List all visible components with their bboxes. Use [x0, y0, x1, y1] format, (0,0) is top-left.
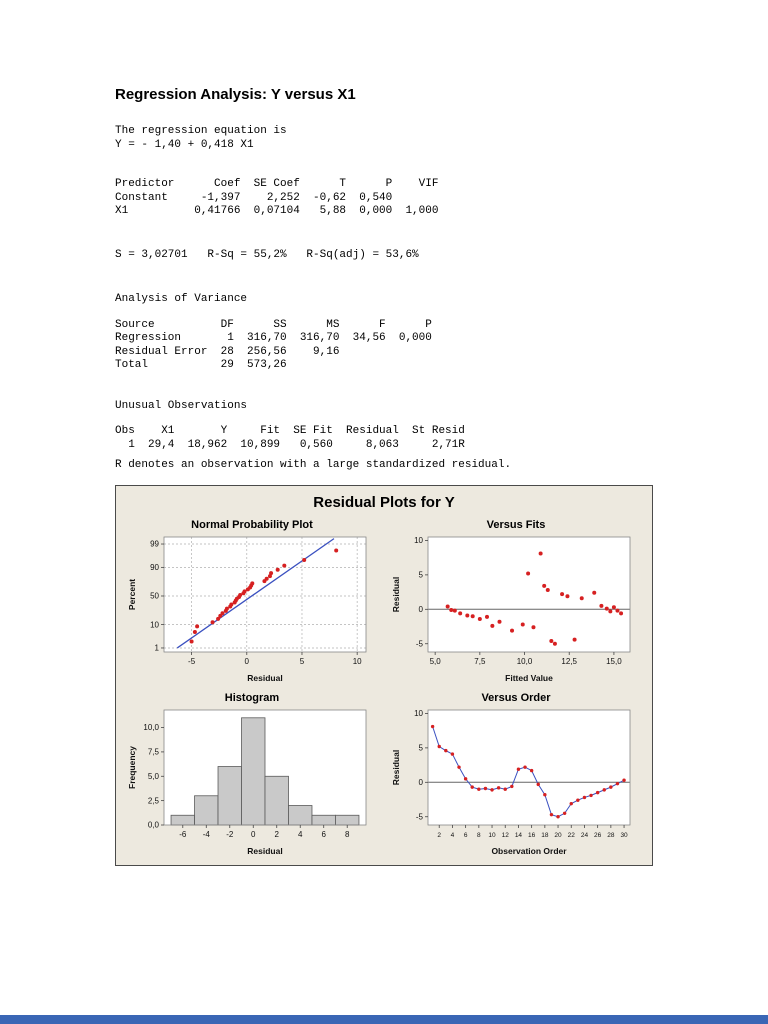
- versus-fits-plot-title: Versus Fits: [486, 518, 546, 531]
- svg-text:4: 4: [451, 832, 455, 839]
- svg-text:0,0: 0,0: [148, 820, 160, 829]
- svg-text:90: 90: [150, 563, 159, 572]
- svg-text:8: 8: [345, 830, 350, 839]
- regression-equation-text: The regression equation is Y = - 1,40 + …: [115, 125, 287, 151]
- versus-order-plot: Versus Order 2 4 6 8 10 12 14 16 18 20 22 24 26 28 30-…: [384, 692, 648, 857]
- versus-fits-plot: Versus Fits 5,0 7,5 10,0 12,5 15,0 -5 0 5 10 Fitt…: [384, 519, 648, 684]
- coefficient-table: Predictor Coef SE Coef T P VIF Constant …: [115, 178, 439, 217]
- svg-text:-4: -4: [203, 830, 211, 839]
- svg-text:-5: -5: [416, 639, 424, 648]
- svg-text:Residual: Residual: [247, 846, 282, 856]
- svg-text:5: 5: [419, 743, 424, 752]
- normal-probability-plot: Normal Probability Plot -5 0 5 10 1 10 50 90 99 R…: [120, 519, 384, 684]
- svg-text:4: 4: [298, 830, 303, 839]
- histogram-plot-title: Histogram: [224, 691, 280, 704]
- svg-text:99: 99: [150, 539, 159, 548]
- svg-text:10: 10: [150, 620, 159, 629]
- histogram-chart: -6 -4 -2 0 2 4 6 8 0,0 2,5 5,0 7,5 10,0 Residual Frequ…: [126, 705, 378, 857]
- anova-heading: Analysis of Variance: [115, 293, 248, 305]
- svg-text:0: 0: [251, 830, 256, 839]
- svg-text:16: 16: [528, 832, 536, 839]
- svg-text:5: 5: [419, 570, 424, 579]
- svg-text:1: 1: [155, 643, 160, 652]
- svg-text:0: 0: [419, 778, 424, 787]
- svg-text:2: 2: [275, 830, 280, 839]
- svg-text:0: 0: [245, 657, 250, 666]
- normal-probability-chart: -5 0 5 10 1 10 50 90 99 Residual Percent: [126, 532, 378, 684]
- svg-text:6: 6: [464, 832, 468, 839]
- histogram-plot: Histogram -6 -4 -2 0 2 4 6 8 0,0 2,5 5,0 7,5 10,0 Res…: [120, 692, 384, 857]
- svg-text:-2: -2: [226, 830, 234, 839]
- versus-fits-chart: 5,0 7,5 10,0 12,5 15,0 -5 0 5 10 Fitted Value Resi…: [390, 532, 642, 684]
- svg-text:Observation Order: Observation Order: [491, 846, 567, 856]
- svg-text:20: 20: [554, 832, 562, 839]
- residual-plots-figure: Residual Plots for Y Normal Probability …: [115, 484, 653, 866]
- svg-text:5,0: 5,0: [430, 657, 442, 666]
- svg-text:18: 18: [541, 832, 549, 839]
- svg-text:24: 24: [581, 832, 589, 839]
- svg-text:50: 50: [150, 591, 159, 600]
- svg-text:7,5: 7,5: [148, 747, 160, 756]
- svg-text:22: 22: [568, 832, 576, 839]
- svg-text:10: 10: [414, 709, 423, 718]
- svg-text:Residual: Residual: [391, 576, 401, 611]
- unusual-observations-heading: Unusual Observations: [115, 399, 248, 412]
- svg-text:-5: -5: [416, 812, 424, 821]
- model-summary-text: S = 3,02701 R-Sq = 55,2% R-Sq(adj) = 53,…: [115, 248, 419, 261]
- svg-text:7,5: 7,5: [474, 657, 486, 666]
- svg-text:Percent: Percent: [127, 578, 137, 609]
- plots-grid: Normal Probability Plot -5 0 5 10 1 10 50 90 99 R…: [120, 519, 648, 857]
- svg-text:10,0: 10,0: [517, 657, 533, 666]
- svg-text:10: 10: [353, 657, 362, 666]
- page: Regression Analysis: Y versus X1 The reg…: [115, 86, 675, 866]
- svg-text:5: 5: [300, 657, 305, 666]
- svg-text:30: 30: [620, 832, 628, 839]
- svg-text:-5: -5: [188, 657, 196, 666]
- svg-text:6: 6: [321, 830, 326, 839]
- svg-text:12: 12: [502, 832, 510, 839]
- svg-text:10,0: 10,0: [143, 723, 159, 732]
- svg-text:28: 28: [607, 832, 615, 839]
- svg-text:Residual: Residual: [391, 749, 401, 784]
- residual-note: R denotes an observation with a large st…: [115, 459, 512, 471]
- svg-text:0: 0: [419, 605, 424, 614]
- versus-order-chart: 2 4 6 8 10 12 14 16 18 20 22 24 26 28 30 -5 0 5 10 Observat…: [390, 705, 642, 857]
- svg-text:5,0: 5,0: [148, 771, 160, 780]
- svg-text:14: 14: [515, 832, 523, 839]
- anova-table: Source DF SS MS F P Regression 1 316,70 …: [115, 318, 432, 372]
- normal-probability-plot-title: Normal Probability Plot: [191, 518, 313, 531]
- svg-text:10: 10: [488, 832, 496, 839]
- svg-text:-6: -6: [179, 830, 187, 839]
- figure-title: Residual Plots for Y: [313, 493, 455, 511]
- svg-text:26: 26: [594, 832, 602, 839]
- svg-text:8: 8: [477, 832, 481, 839]
- svg-text:Fitted Value: Fitted Value: [505, 673, 553, 683]
- versus-order-plot-title: Versus Order: [481, 691, 551, 704]
- report-title: Regression Analysis: Y versus X1: [115, 86, 356, 103]
- unusual-observations-table: Obs X1 Y Fit SE Fit Residual St Resid 1 …: [115, 425, 465, 451]
- svg-text:15,0: 15,0: [606, 657, 622, 666]
- svg-text:10: 10: [414, 536, 423, 545]
- svg-text:2: 2: [437, 832, 441, 839]
- svg-text:2,5: 2,5: [148, 796, 160, 805]
- svg-text:Residual: Residual: [247, 673, 282, 683]
- footer-bar: [0, 1015, 768, 1024]
- svg-text:12,5: 12,5: [561, 657, 577, 666]
- svg-text:Frequency: Frequency: [127, 745, 137, 788]
